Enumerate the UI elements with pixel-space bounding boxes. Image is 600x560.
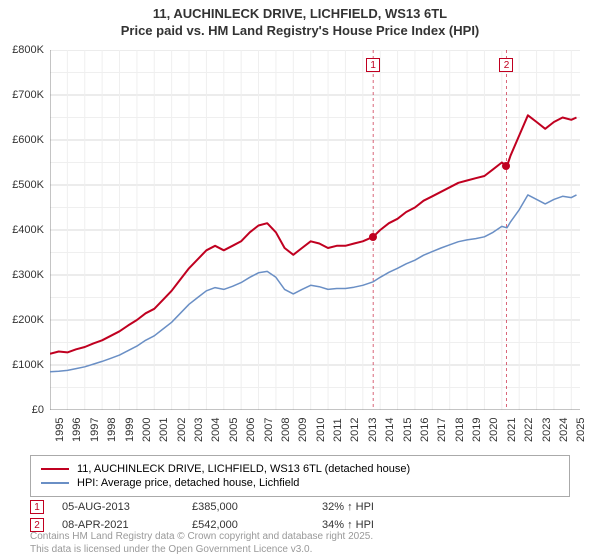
transaction-price-1: £385,000: [192, 501, 322, 513]
transaction-num-1: 1: [34, 502, 40, 513]
x-tick-label: 2000: [141, 418, 153, 442]
x-tick-label: 2004: [210, 418, 222, 442]
transaction-marker-1: 1: [30, 500, 44, 514]
x-tick-label: 2010: [315, 418, 327, 442]
x-tick-label: 2003: [193, 418, 205, 442]
x-tick-label: 2025: [575, 418, 587, 442]
legend-item-hpi: HPI: Average price, detached house, Lich…: [41, 477, 559, 489]
x-tick-label: 2023: [541, 418, 553, 442]
legend-swatch-price: [41, 468, 69, 470]
attribution: Contains HM Land Registry data © Crown c…: [30, 530, 373, 556]
chart-marker-box: 2: [499, 58, 513, 72]
x-tick-label: 1995: [54, 418, 66, 442]
x-tick-label: 2008: [280, 418, 292, 442]
x-tick-label: 2005: [228, 418, 240, 442]
y-tick-label: £800K: [12, 44, 44, 56]
x-tick-label: 1999: [124, 418, 136, 442]
y-axis: £0£100K£200K£300K£400K£500K£600K£700K£80…: [0, 50, 48, 410]
y-tick-label: £100K: [12, 359, 44, 371]
x-tick-label: 2016: [419, 418, 431, 442]
x-tick-label: 2014: [384, 418, 396, 442]
x-tick-label: 2007: [263, 418, 275, 442]
x-tick-label: 2001: [158, 418, 170, 442]
legend: 11, AUCHINLECK DRIVE, LICHFIELD, WS13 6T…: [30, 455, 570, 497]
y-tick-label: £0: [32, 404, 44, 416]
x-tick-label: 1998: [106, 418, 118, 442]
chart-marker-box: 1: [366, 58, 380, 72]
attribution-line-1: Contains HM Land Registry data © Crown c…: [30, 530, 373, 543]
x-tick-label: 2009: [297, 418, 309, 442]
x-tick-label: 2012: [349, 418, 361, 442]
x-tick-label: 2011: [332, 418, 344, 442]
chart-plot-area: 12: [50, 50, 580, 410]
y-tick-label: £200K: [12, 314, 44, 326]
x-tick-label: 2006: [245, 418, 257, 442]
legend-swatch-hpi: [41, 482, 69, 484]
x-tick-label: 1997: [89, 418, 101, 442]
title-block: 11, AUCHINLECK DRIVE, LICHFIELD, WS13 6T…: [0, 0, 600, 38]
transaction-delta-1: 32% ↑ HPI: [322, 501, 374, 513]
attribution-line-2: This data is licensed under the Open Gov…: [30, 543, 373, 556]
x-tick-label: 2013: [367, 418, 379, 442]
transaction-date-1: 05-AUG-2013: [62, 501, 192, 513]
y-tick-label: £600K: [12, 134, 44, 146]
x-tick-label: 2021: [506, 418, 518, 442]
chart-marker-dot: [502, 162, 510, 170]
legend-item-price: 11, AUCHINLECK DRIVE, LICHFIELD, WS13 6T…: [41, 463, 559, 475]
chart-svg: [50, 50, 580, 410]
y-tick-label: £700K: [12, 89, 44, 101]
y-tick-label: £500K: [12, 179, 44, 191]
x-tick-label: 2022: [523, 418, 535, 442]
transaction-num-2: 2: [34, 520, 40, 531]
legend-label-hpi: HPI: Average price, detached house, Lich…: [77, 477, 299, 489]
x-tick-label: 2024: [558, 418, 570, 442]
transaction-row-1: 1 05-AUG-2013 £385,000 32% ↑ HPI: [30, 500, 570, 514]
x-tick-label: 2017: [436, 418, 448, 442]
x-tick-label: 2019: [471, 418, 483, 442]
x-tick-label: 2018: [454, 418, 466, 442]
y-tick-label: £400K: [12, 224, 44, 236]
y-tick-label: £300K: [12, 269, 44, 281]
x-tick-label: 2015: [402, 418, 414, 442]
x-tick-label: 1996: [71, 418, 83, 442]
x-tick-label: 2020: [488, 418, 500, 442]
legend-label-price: 11, AUCHINLECK DRIVE, LICHFIELD, WS13 6T…: [77, 463, 410, 475]
title-line-1: 11, AUCHINLECK DRIVE, LICHFIELD, WS13 6T…: [0, 6, 600, 21]
x-tick-label: 2002: [176, 418, 188, 442]
title-line-2: Price paid vs. HM Land Registry's House …: [0, 23, 600, 38]
chart-container: 11, AUCHINLECK DRIVE, LICHFIELD, WS13 6T…: [0, 0, 600, 560]
chart-marker-dot: [369, 233, 377, 241]
